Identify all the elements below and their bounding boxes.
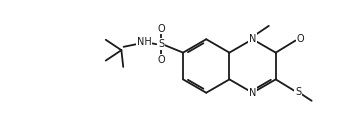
Text: S: S	[158, 39, 164, 49]
Text: N: N	[249, 34, 256, 44]
Text: S: S	[295, 87, 301, 97]
Text: O: O	[297, 34, 304, 44]
Text: NH: NH	[137, 37, 151, 47]
Text: N: N	[249, 88, 256, 98]
Text: O: O	[157, 55, 165, 65]
Text: O: O	[157, 24, 165, 34]
